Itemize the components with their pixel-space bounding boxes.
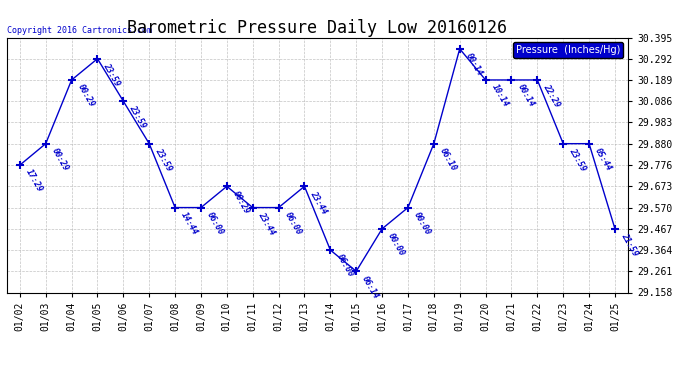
Text: 21:59: 21:59	[619, 232, 640, 258]
Text: 05:44: 05:44	[593, 147, 613, 172]
Title: Barometric Pressure Daily Low 20160126: Barometric Pressure Daily Low 20160126	[128, 20, 507, 38]
Text: 23:59: 23:59	[101, 62, 122, 88]
Text: 22:29: 22:29	[542, 83, 562, 109]
Text: 00:29: 00:29	[76, 83, 96, 109]
Text: 06:10: 06:10	[438, 147, 458, 172]
Text: 10:14: 10:14	[490, 83, 510, 109]
Text: 00:29: 00:29	[231, 189, 251, 215]
Text: 23:44: 23:44	[308, 189, 329, 215]
Text: 17:29: 17:29	[24, 168, 44, 194]
Text: 14:44: 14:44	[179, 210, 199, 237]
Text: 06:14: 06:14	[360, 274, 381, 300]
Text: 23:59: 23:59	[153, 147, 174, 172]
Text: 23:59: 23:59	[567, 147, 588, 172]
Text: 23:59: 23:59	[128, 104, 148, 130]
Text: 06:00: 06:00	[335, 253, 355, 279]
Text: 23:44: 23:44	[257, 210, 277, 237]
Text: 00:29: 00:29	[50, 147, 70, 172]
Text: 00:00: 00:00	[386, 232, 406, 258]
Text: 00:00: 00:00	[412, 210, 433, 237]
Legend: Pressure  (Inches/Hg): Pressure (Inches/Hg)	[513, 42, 623, 58]
Text: 06:00: 06:00	[283, 210, 303, 237]
Text: 00:14: 00:14	[464, 52, 484, 78]
Text: Copyright 2016 Cartronics.com: Copyright 2016 Cartronics.com	[7, 26, 152, 35]
Text: 00:14: 00:14	[515, 83, 536, 109]
Text: 06:00: 06:00	[205, 210, 226, 237]
